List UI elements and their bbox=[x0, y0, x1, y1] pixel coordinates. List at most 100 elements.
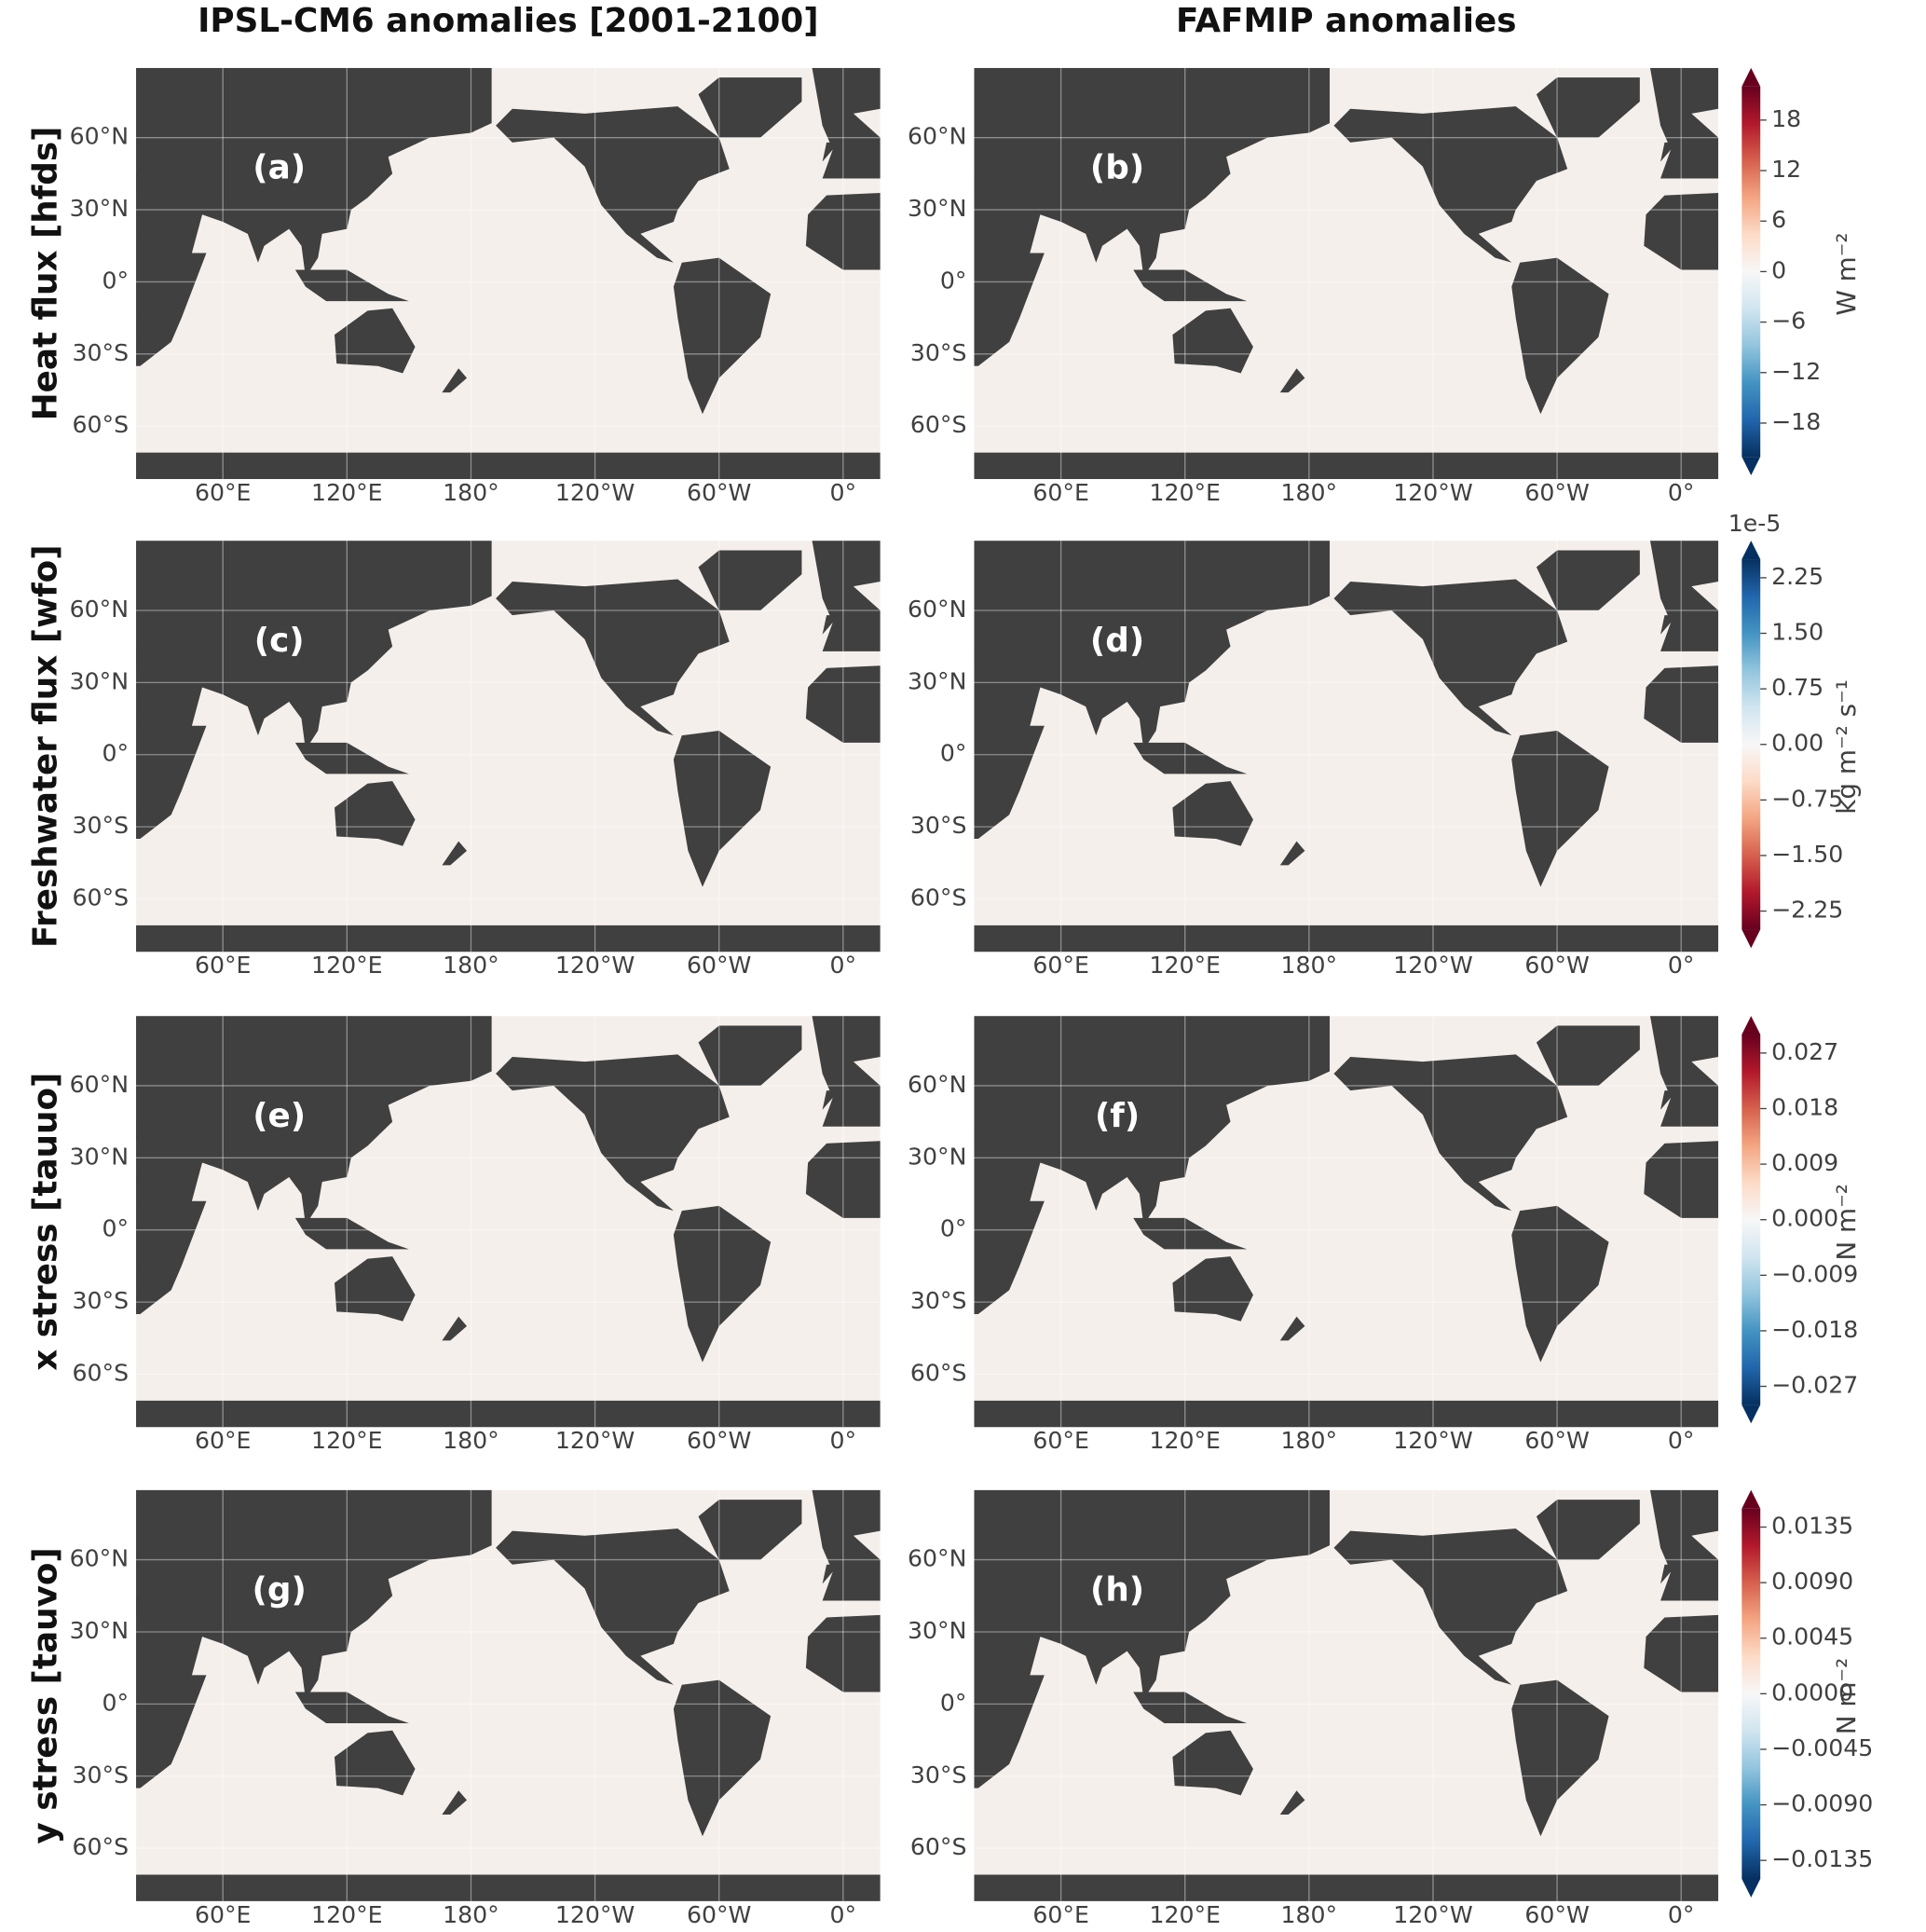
lat-tick-label: 60°S bbox=[73, 1833, 130, 1860]
colorbar-tick-label: −0.0045 bbox=[1771, 1734, 1873, 1761]
lon-tick-label: 120°E bbox=[311, 952, 383, 979]
colorbar-tick-label: 18 bbox=[1771, 105, 1801, 132]
map-panel bbox=[974, 1016, 1719, 1428]
land bbox=[1649, 1016, 1719, 1127]
land bbox=[974, 67, 1331, 366]
lon-tick-label: 60°E bbox=[1032, 1427, 1088, 1454]
land bbox=[974, 1596, 1000, 1615]
land bbox=[805, 192, 881, 270]
row-label: y stress [tauvo] bbox=[27, 1547, 65, 1843]
lon-tick-label: 120°W bbox=[1393, 1427, 1473, 1454]
land bbox=[974, 1400, 1719, 1428]
land bbox=[974, 646, 1000, 666]
land bbox=[1511, 1205, 1609, 1363]
lon-tick-label: 120°W bbox=[1393, 1901, 1473, 1928]
lat-tick-label: 60°N bbox=[70, 596, 129, 623]
land bbox=[294, 742, 409, 774]
land bbox=[496, 579, 730, 736]
lat-tick-label: 30°N bbox=[908, 195, 966, 222]
land bbox=[1644, 1614, 1719, 1692]
land bbox=[1644, 192, 1719, 270]
lat-tick-label: 60°N bbox=[908, 1545, 966, 1572]
lon-tick-label: 0° bbox=[830, 479, 857, 506]
colorbar-extend bbox=[1742, 67, 1761, 87]
colorbar-tick-label: −6 bbox=[1771, 308, 1806, 335]
lat-tick-label: 0° bbox=[940, 740, 967, 767]
lat-tick-label: 0° bbox=[940, 1215, 967, 1242]
land bbox=[294, 269, 409, 302]
land bbox=[335, 308, 416, 374]
land bbox=[1172, 1256, 1253, 1322]
lat-tick-label: 30°N bbox=[908, 667, 966, 694]
colorbar-tick-label: 0.0045 bbox=[1771, 1624, 1853, 1651]
land bbox=[1133, 1692, 1248, 1724]
lon-tick-label: 60°E bbox=[1032, 1901, 1088, 1928]
lat-tick-label: 30°S bbox=[73, 812, 130, 839]
land bbox=[974, 173, 1000, 193]
land bbox=[1660, 142, 1677, 162]
land bbox=[1333, 1054, 1568, 1212]
colorbar-extend bbox=[1742, 1016, 1761, 1035]
map-panel bbox=[136, 67, 881, 479]
land bbox=[1333, 1528, 1568, 1685]
lon-tick-label: 120°W bbox=[1393, 952, 1473, 979]
colorbar-tick-label: 6 bbox=[1771, 206, 1786, 233]
land bbox=[974, 1016, 1331, 1315]
lat-tick-label: 60°N bbox=[70, 1545, 129, 1572]
lon-tick-label: 180° bbox=[1281, 1427, 1338, 1454]
lat-tick-label: 30°S bbox=[73, 1287, 130, 1314]
land bbox=[1536, 1025, 1640, 1086]
lon-tick-label: 120°E bbox=[1149, 1427, 1220, 1454]
land bbox=[136, 1400, 881, 1428]
land bbox=[136, 1596, 161, 1615]
colorbar-label: kg m⁻² s⁻¹ bbox=[1831, 679, 1862, 815]
lon-tick-label: 60°E bbox=[195, 1427, 251, 1454]
map-panel bbox=[136, 1016, 881, 1428]
land bbox=[1644, 1141, 1719, 1218]
lat-tick-label: 30°S bbox=[910, 339, 967, 366]
land bbox=[442, 1790, 468, 1816]
colorbar-extend bbox=[1742, 1404, 1761, 1424]
land bbox=[1511, 1679, 1609, 1837]
lat-tick-label: 60°S bbox=[73, 884, 130, 911]
land bbox=[1649, 67, 1719, 179]
colorbar-tick-label: −12 bbox=[1771, 358, 1821, 385]
colorbar-offset: 1e-5 bbox=[1728, 510, 1782, 537]
land bbox=[1279, 1316, 1305, 1341]
lat-tick-label: 60°S bbox=[910, 411, 967, 438]
land bbox=[442, 1316, 468, 1341]
land bbox=[1536, 77, 1640, 138]
panel-label: (g) bbox=[253, 1570, 307, 1609]
land bbox=[812, 1016, 881, 1127]
land bbox=[136, 1489, 492, 1788]
lon-tick-label: 0° bbox=[830, 952, 857, 979]
lon-tick-label: 180° bbox=[443, 479, 499, 506]
panel-label: (e) bbox=[253, 1097, 306, 1135]
land bbox=[974, 452, 1719, 479]
land bbox=[335, 1256, 416, 1322]
lon-tick-label: 180° bbox=[443, 952, 499, 979]
land bbox=[974, 1489, 1331, 1788]
lat-tick-label: 30°N bbox=[70, 667, 129, 694]
land bbox=[294, 1692, 409, 1724]
lon-tick-label: 120°E bbox=[311, 1901, 383, 1928]
lon-tick-label: 180° bbox=[1281, 479, 1338, 506]
colorbar-extend bbox=[1742, 929, 1761, 949]
land bbox=[335, 781, 416, 846]
map-panel bbox=[974, 67, 1719, 479]
colorbar-tick-label: 0 bbox=[1771, 256, 1786, 283]
land bbox=[1279, 368, 1305, 393]
lon-tick-label: 60°E bbox=[195, 952, 251, 979]
land bbox=[673, 1205, 772, 1363]
lat-tick-label: 60°N bbox=[908, 596, 966, 623]
colorbar bbox=[1742, 1508, 1761, 1880]
lat-tick-label: 0° bbox=[102, 1689, 129, 1716]
map-panel bbox=[136, 541, 881, 952]
colorbar-tick-label: −0.009 bbox=[1771, 1260, 1858, 1287]
colorbar-tick-label: −0.0135 bbox=[1771, 1845, 1873, 1872]
lat-tick-label: 60°S bbox=[73, 411, 130, 438]
lon-tick-label: 120°E bbox=[1149, 479, 1220, 506]
colorbar-tick-label: 0.0090 bbox=[1771, 1568, 1853, 1595]
map-panel bbox=[136, 1489, 881, 1901]
colorbar-tick-label: 0.018 bbox=[1771, 1093, 1838, 1120]
